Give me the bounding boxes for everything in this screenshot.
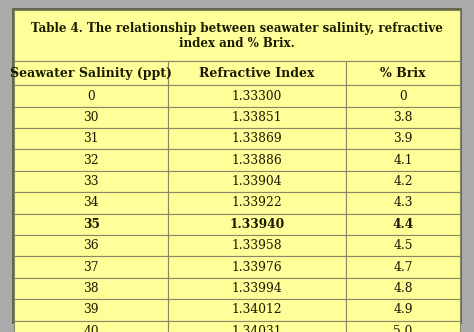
Bar bbox=[168, 192, 346, 214]
Bar bbox=[14, 321, 168, 332]
Text: 1.33300: 1.33300 bbox=[232, 90, 282, 103]
Text: 37: 37 bbox=[83, 261, 99, 274]
Text: 39: 39 bbox=[83, 303, 99, 316]
Bar bbox=[14, 171, 168, 192]
Text: 4.8: 4.8 bbox=[393, 282, 413, 295]
Bar bbox=[14, 299, 168, 321]
Bar bbox=[346, 299, 460, 321]
Text: 1.33976: 1.33976 bbox=[232, 261, 283, 274]
Bar bbox=[14, 85, 168, 107]
Bar bbox=[346, 171, 460, 192]
Text: 1.33886: 1.33886 bbox=[232, 154, 283, 167]
Bar bbox=[168, 171, 346, 192]
Text: % Brix: % Brix bbox=[380, 67, 426, 80]
Bar bbox=[14, 149, 168, 171]
Text: 1.33940: 1.33940 bbox=[229, 218, 285, 231]
Bar bbox=[168, 214, 346, 235]
Text: Refractive Index: Refractive Index bbox=[199, 67, 315, 80]
Text: 32: 32 bbox=[83, 154, 99, 167]
Text: 30: 30 bbox=[83, 111, 99, 124]
Bar bbox=[346, 149, 460, 171]
Text: 4.3: 4.3 bbox=[393, 197, 413, 209]
Bar bbox=[14, 192, 168, 214]
Bar bbox=[168, 61, 346, 85]
Bar bbox=[346, 128, 460, 149]
Bar bbox=[346, 107, 460, 128]
Bar bbox=[14, 128, 168, 149]
Text: 3.8: 3.8 bbox=[393, 111, 413, 124]
Text: 40: 40 bbox=[83, 325, 99, 332]
Text: 1.33922: 1.33922 bbox=[232, 197, 283, 209]
Text: 1.34012: 1.34012 bbox=[232, 303, 283, 316]
Text: 31: 31 bbox=[83, 132, 99, 145]
Text: 36: 36 bbox=[83, 239, 99, 252]
Bar bbox=[346, 321, 460, 332]
Bar bbox=[346, 85, 460, 107]
Bar bbox=[346, 214, 460, 235]
Text: 1.33904: 1.33904 bbox=[232, 175, 283, 188]
Bar bbox=[14, 61, 168, 85]
Bar bbox=[14, 235, 168, 256]
Text: 3.9: 3.9 bbox=[393, 132, 413, 145]
Text: 33: 33 bbox=[83, 175, 99, 188]
Bar bbox=[346, 235, 460, 256]
Text: 35: 35 bbox=[82, 218, 100, 231]
Bar bbox=[346, 256, 460, 278]
Bar bbox=[14, 278, 168, 299]
Bar bbox=[14, 10, 460, 61]
Bar bbox=[346, 61, 460, 85]
Bar bbox=[168, 128, 346, 149]
Text: 4.1: 4.1 bbox=[393, 154, 413, 167]
Text: Seawater Salinity (ppt): Seawater Salinity (ppt) bbox=[10, 67, 172, 80]
Text: 1.33851: 1.33851 bbox=[232, 111, 283, 124]
Bar bbox=[168, 149, 346, 171]
Text: 4.9: 4.9 bbox=[393, 303, 413, 316]
Text: 4.4: 4.4 bbox=[392, 218, 414, 231]
Bar bbox=[168, 321, 346, 332]
Bar bbox=[168, 278, 346, 299]
Text: 0: 0 bbox=[87, 90, 95, 103]
Text: 5.0: 5.0 bbox=[393, 325, 413, 332]
Text: 38: 38 bbox=[83, 282, 99, 295]
Bar bbox=[14, 256, 168, 278]
Text: 4.5: 4.5 bbox=[393, 239, 413, 252]
Bar bbox=[168, 235, 346, 256]
Text: Table 4. The relationship between seawater salinity, refractive
index and % Brix: Table 4. The relationship between seawat… bbox=[31, 22, 443, 50]
Bar bbox=[168, 107, 346, 128]
Bar bbox=[168, 256, 346, 278]
Text: 0: 0 bbox=[399, 90, 407, 103]
Text: 1.33869: 1.33869 bbox=[232, 132, 283, 145]
Bar bbox=[14, 214, 168, 235]
Text: 34: 34 bbox=[83, 197, 99, 209]
Bar bbox=[346, 192, 460, 214]
Text: 4.7: 4.7 bbox=[393, 261, 413, 274]
Bar bbox=[14, 107, 168, 128]
Bar bbox=[346, 278, 460, 299]
Bar bbox=[168, 85, 346, 107]
Text: 1.33958: 1.33958 bbox=[232, 239, 283, 252]
Text: 4.2: 4.2 bbox=[393, 175, 413, 188]
Text: 1.34031: 1.34031 bbox=[232, 325, 283, 332]
Bar bbox=[168, 299, 346, 321]
Text: 1.33994: 1.33994 bbox=[232, 282, 283, 295]
